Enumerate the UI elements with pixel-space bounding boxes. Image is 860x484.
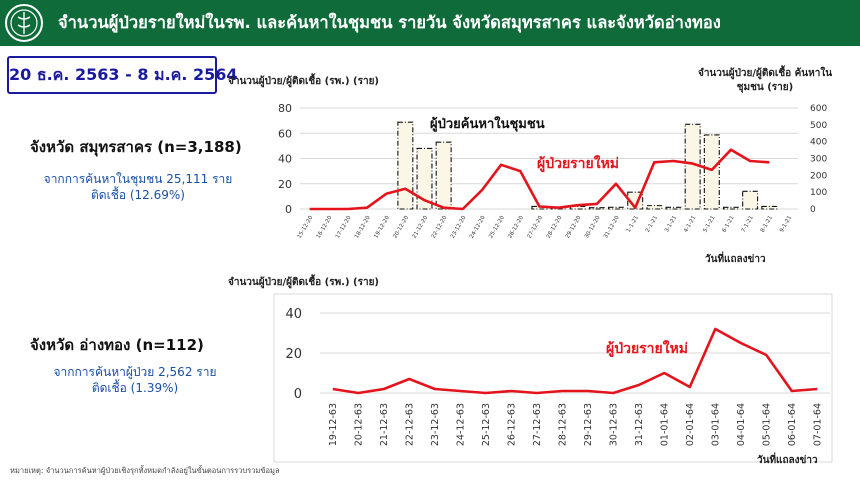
province-2-search-text: จากการค้นหาผู้ป่วย 2,562 ราย: [53, 365, 217, 379]
series-label-community: ผู้ป่วยค้นหาในชุมชน: [430, 115, 545, 132]
chart-1-bar: [416, 147, 433, 210]
chart-1-left-tick-label: 20: [278, 178, 292, 191]
chart-1-bar: [722, 206, 739, 210]
page-title: จำนวนผู้ป่วยรายใหม่ในรพ. และค้นหาในชุมชน…: [58, 13, 721, 32]
chart-2-frame: [273, 293, 833, 463]
chart-2-x-tick-label: 25-12-63: [481, 403, 492, 446]
chart-2-y-tick-label: 20: [285, 347, 302, 362]
chart-2-x-tick-label: 19-12-63: [328, 403, 339, 446]
chart-1-bar: [588, 207, 605, 210]
chart-1-bars: [397, 121, 778, 210]
chart-1-bar: [435, 141, 452, 210]
chart-2-x-tick-label: 20-12-63: [353, 403, 364, 446]
chart-2-x-tick-label: 05-01-64: [761, 403, 772, 446]
chart-2-gridlines: [320, 312, 830, 394]
chart-2-x-tick-label: 02-01-64: [685, 403, 696, 446]
chart-2-x-tick-label: 29-12-63: [583, 403, 594, 446]
province-1-name: จังหวัด สมุทรสาคร (n=3,188): [30, 138, 242, 156]
province-1-search-text: จากการค้นหาในชุมชน 25,111 ราย: [43, 172, 233, 186]
chart-2-x-tick-label: 21-12-63: [379, 403, 390, 446]
chart-1-bar: [608, 206, 625, 210]
chart-1-left-tick-label: 60: [278, 127, 292, 140]
chart-1-bar: [703, 134, 720, 210]
chart-1-line-series: [309, 148, 770, 211]
chart-2-x-tick-label: 06-01-64: [787, 403, 798, 446]
chart-1-right-tick-label: 300: [810, 155, 827, 165]
chart-1-bar: [646, 205, 663, 210]
chart-2-x-tick-label: 30-12-63: [608, 403, 619, 446]
chart-1-bar: [665, 206, 682, 210]
chart-2-y-tick-label: 0: [294, 387, 302, 402]
chart-1-x-axis-title: วันที่แถลงข่าว: [705, 251, 766, 265]
chart-2-x-tick-label: 03-01-64: [710, 403, 721, 446]
chart-2-line-series: [332, 327, 818, 395]
date-range-box: 20 ธ.ค. 2563 - 8 ม.ค. 2564: [7, 56, 238, 94]
province-2-name: จังหวัด อ่างทอง (n=112): [30, 336, 204, 354]
chart-1-right-tick-label: 0: [810, 205, 816, 215]
chart-1-right-tick-label: 500: [810, 121, 827, 131]
chart-2-x-tick-label: 23-12-63: [430, 403, 441, 446]
chart-2-x-tick-label: 24-12-63: [455, 403, 466, 446]
chart-2-line: [332, 327, 818, 395]
chart-1-left-tick-label: 40: [278, 153, 292, 166]
chart-1-right-axis-title: จำนวนผู้ป่วย/ผู้ติดเชื้อ ค้นหาในชุมชน (ร…: [697, 68, 833, 93]
chart-1-right-tick-label: 600: [810, 104, 827, 114]
chart-1-line: [309, 148, 770, 211]
chart-1-right-tick-label: 100: [810, 188, 827, 198]
chart-2-x-tick-label: 27-12-63: [532, 403, 543, 446]
chart-2-x-tick-label: 22-12-63: [404, 403, 415, 446]
footnote: หมายเหตุ: จำนวนการค้นหาผู้ป่วยเชิงรุกทั้…: [10, 466, 280, 475]
chart-1-left-axis-title: จำนวนผู้ป่วย/ผู้ติดเชื้อ (รพ.) (ราย): [228, 76, 380, 87]
chart-2-axis-title: จำนวนผู้ป่วย/ผู้ติดเชื้อ (รพ.) (ราย): [228, 277, 380, 288]
chart-2-x-tick-label: 04-01-64: [736, 403, 747, 446]
chart-2-x-tick-label: 01-01-64: [659, 403, 670, 446]
chart-2-x-tick-label: 31-12-63: [634, 403, 645, 446]
chart-2-x-tick-label: 26-12-63: [506, 403, 517, 446]
chart-2-x-tick-label: 07-01-64: [812, 403, 823, 446]
ministry-logo-icon: [5, 4, 43, 42]
chart-2-x-tick-label: 28-12-63: [557, 403, 568, 446]
chart-2-ticks: 0 20 40 19-12-63 20-12-63 21-12-63 22-12-63 23-…: [285, 307, 823, 446]
province-2-infected-text: ติดเชื้อ (1.39%): [91, 381, 179, 395]
chart-2-series-label: ผู้ป่วยรายใหม่: [606, 339, 688, 357]
chart-1-bar: [761, 205, 778, 210]
chart-2-y-tick-label: 40: [285, 307, 302, 322]
chart-2-x-axis-title: วันที่แถลงข่าว: [757, 452, 818, 466]
chart-1-bar: [397, 121, 414, 210]
header-bar: จำนวนผู้ป่วยรายใหม่ในรพ. และค้นหาในชุมชน…: [0, 0, 860, 46]
chart-1-bar: [742, 190, 759, 210]
series-label-new-cases: ผู้ป่วยรายใหม่: [537, 154, 619, 172]
province-1-infected-text: ติดเชื้อ (12.69%): [91, 188, 185, 202]
chart-1-right-tick-label: 400: [810, 138, 827, 148]
chart-1-right-tick-label: 200: [810, 171, 827, 181]
chart-1-left-tick-label: 80: [278, 102, 292, 115]
chart-1-left-tick-label: 0: [285, 203, 292, 216]
